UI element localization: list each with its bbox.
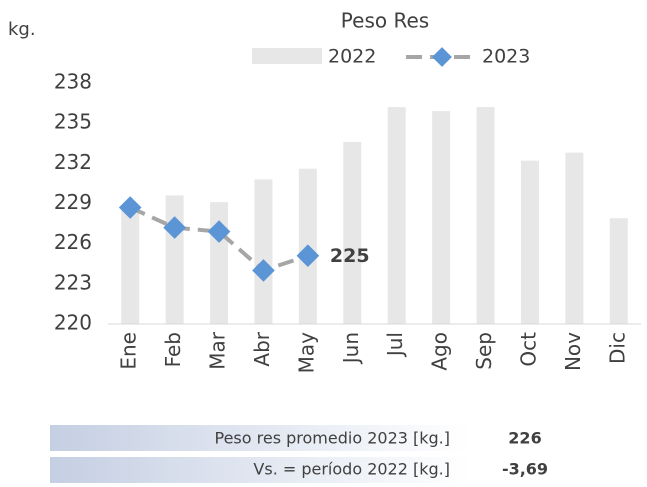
table-cell: 226 <box>508 429 541 448</box>
y-tick-label: 220 <box>54 311 92 335</box>
marker <box>118 196 142 219</box>
bar <box>254 179 273 324</box>
chart-title: Peso Res <box>341 9 429 33</box>
x-tick-label: Jul <box>383 332 407 358</box>
bar <box>343 141 362 324</box>
table-cell: Peso res promedio 2023 [kg.] <box>215 429 451 448</box>
bar <box>476 107 495 324</box>
x-tick-label: Ene <box>117 332 141 370</box>
y-tick-label: 232 <box>54 150 92 174</box>
legend-label: 2022 <box>328 46 376 68</box>
y-tick-label: 238 <box>54 70 92 94</box>
y-tick-label: 235 <box>54 110 92 134</box>
bar <box>520 160 539 324</box>
table-cell: -3,69 <box>502 460 548 479</box>
legend-swatch <box>252 48 322 64</box>
legend-marker <box>432 47 452 67</box>
bar <box>121 210 140 324</box>
x-tick-label: Ago <box>428 332 452 371</box>
y-tick-label: 229 <box>54 190 92 214</box>
bar <box>432 111 451 324</box>
table-cell: Vs. = período 2022 [kg.] <box>253 460 450 479</box>
x-tick-label: Mar <box>206 331 230 370</box>
table-row-bg <box>50 425 470 451</box>
y-tick-label: 226 <box>54 230 92 254</box>
line <box>129 205 309 273</box>
x-tick-label: Jun <box>339 332 363 365</box>
bar <box>387 107 406 324</box>
x-tick-label: Feb <box>161 332 185 367</box>
x-tick-label: May <box>294 332 318 374</box>
marker <box>252 259 275 282</box>
bar <box>565 152 584 324</box>
bar <box>165 195 184 324</box>
y-axis-label: kg. <box>8 19 36 40</box>
legend-label: 2023 <box>482 46 530 68</box>
data-label: 225 <box>330 245 370 267</box>
table-row-bg <box>50 457 470 483</box>
x-tick-label: Nov <box>561 332 585 371</box>
x-tick-label: Dic <box>605 332 629 364</box>
y-tick-label: 223 <box>54 270 92 294</box>
x-tick-label: Oct <box>516 332 540 367</box>
bar <box>609 218 628 324</box>
x-tick-label: Abr <box>250 331 274 366</box>
legend: 2022 2023 <box>252 46 530 68</box>
x-tick-label: Sep <box>472 332 496 370</box>
